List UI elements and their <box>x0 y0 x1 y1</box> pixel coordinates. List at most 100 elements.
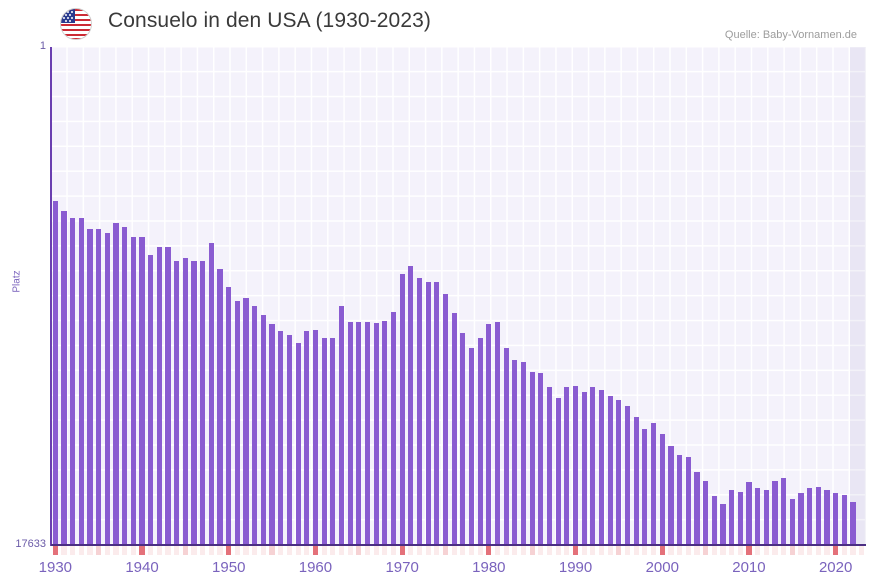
bar-1968[interactable] <box>382 320 388 545</box>
bar-1981[interactable] <box>494 321 501 545</box>
bar-2006[interactable] <box>711 495 717 545</box>
bar-1937[interactable] <box>113 223 119 545</box>
bar-1975[interactable] <box>442 294 449 545</box>
bar-1979[interactable] <box>477 337 483 545</box>
bar-1966[interactable] <box>364 321 371 545</box>
bar-1948[interactable] <box>208 243 214 545</box>
bar-1952[interactable] <box>243 297 249 545</box>
bar-1960[interactable] <box>312 329 319 545</box>
bar-2015[interactable] <box>789 498 795 545</box>
x-tick-mark-1966 <box>364 546 371 555</box>
bar-1944[interactable] <box>174 261 180 545</box>
bar-1985[interactable] <box>529 371 535 545</box>
x-tick-label-1950: 1950 <box>212 559 246 576</box>
bar-1971[interactable] <box>408 266 414 545</box>
bar-1949[interactable] <box>217 269 223 545</box>
bar-1972[interactable] <box>416 278 423 545</box>
bar-1956[interactable] <box>278 330 284 545</box>
x-tick-mark-2020 <box>833 546 839 555</box>
bar-2005[interactable] <box>703 480 709 545</box>
bar-2011[interactable] <box>755 487 761 545</box>
bar-1938[interactable] <box>122 227 128 545</box>
bar-1943[interactable] <box>165 247 171 545</box>
bar-1996[interactable] <box>624 405 631 545</box>
bar-1990[interactable] <box>572 385 579 545</box>
bar-2010[interactable] <box>746 481 752 545</box>
bar-1980[interactable] <box>486 323 492 545</box>
bar-1936[interactable] <box>104 233 110 545</box>
bar-2008[interactable] <box>729 489 735 545</box>
bar-1932[interactable] <box>70 218 76 545</box>
x-tick-mark-1971 <box>408 546 414 555</box>
bar-1950[interactable] <box>226 287 232 545</box>
bar-2007[interactable] <box>720 503 726 545</box>
bar-2003[interactable] <box>685 456 691 545</box>
bar-1997[interactable] <box>633 416 639 545</box>
bar-2021[interactable] <box>841 494 847 545</box>
bar-1945[interactable] <box>182 258 188 545</box>
bar-1941[interactable] <box>148 255 154 545</box>
bar-1961[interactable] <box>321 337 327 545</box>
bar-1958[interactable] <box>295 342 301 545</box>
bar-1930[interactable] <box>52 201 58 545</box>
bar-1987[interactable] <box>546 386 553 545</box>
bar-1970[interactable] <box>399 274 405 545</box>
bar-2019[interactable] <box>824 489 830 545</box>
bar-1954[interactable] <box>260 314 266 545</box>
bar-2017[interactable] <box>807 487 813 545</box>
x-tick-mark-1979 <box>477 546 483 555</box>
bar-1967[interactable] <box>373 322 379 545</box>
bar-1994[interactable] <box>607 395 613 545</box>
bar-1951[interactable] <box>234 300 240 545</box>
bar-1931[interactable] <box>61 211 67 545</box>
bar-1984[interactable] <box>520 361 527 545</box>
bar-2020[interactable] <box>833 492 839 545</box>
bar-1978[interactable] <box>468 347 475 545</box>
bar-1947[interactable] <box>200 261 206 545</box>
bar-2001[interactable] <box>668 445 674 545</box>
bar-1995[interactable] <box>616 399 622 545</box>
bar-1982[interactable] <box>503 347 509 545</box>
bar-2012[interactable] <box>763 489 769 545</box>
bar-1977[interactable] <box>460 332 466 545</box>
bar-2002[interactable] <box>676 454 683 545</box>
bar-1973[interactable] <box>425 282 431 545</box>
bar-1976[interactable] <box>451 312 457 545</box>
bar-2013[interactable] <box>772 480 778 545</box>
bar-1965[interactable] <box>356 321 362 545</box>
bar-1953[interactable] <box>252 305 258 545</box>
bar-1986[interactable] <box>538 372 544 545</box>
bar-2022[interactable] <box>850 501 856 545</box>
y-axis-line <box>50 47 52 546</box>
bar-2018[interactable] <box>815 486 821 545</box>
bar-1942[interactable] <box>156 247 162 545</box>
bar-1992[interactable] <box>590 386 596 545</box>
bar-2000[interactable] <box>659 433 665 545</box>
bar-1933[interactable] <box>78 218 84 545</box>
bar-2014[interactable] <box>781 477 787 545</box>
bar-1934[interactable] <box>87 229 93 545</box>
bar-1946[interactable] <box>191 261 197 545</box>
bar-1983[interactable] <box>512 359 518 545</box>
bar-1939[interactable] <box>130 237 136 545</box>
bar-1998[interactable] <box>642 428 648 545</box>
bar-1993[interactable] <box>598 389 605 545</box>
bar-1963[interactable] <box>338 305 345 545</box>
bar-1955[interactable] <box>269 323 275 545</box>
bar-2004[interactable] <box>694 471 700 545</box>
bar-1969[interactable] <box>390 311 397 545</box>
bar-1988[interactable] <box>555 397 561 545</box>
bar-1964[interactable] <box>347 321 353 545</box>
bar-1962[interactable] <box>330 337 336 545</box>
bar-2016[interactable] <box>798 492 804 545</box>
bar-1935[interactable] <box>96 229 102 545</box>
bar-1991[interactable] <box>581 391 587 545</box>
bar-1940[interactable] <box>139 237 145 545</box>
bar-2009[interactable] <box>737 491 743 545</box>
bar-1974[interactable] <box>434 282 440 545</box>
x-tick-label-2010: 2010 <box>732 559 766 576</box>
bar-1959[interactable] <box>304 330 310 545</box>
bar-1957[interactable] <box>286 334 293 545</box>
bar-1989[interactable] <box>564 386 570 545</box>
bar-1999[interactable] <box>650 422 657 545</box>
